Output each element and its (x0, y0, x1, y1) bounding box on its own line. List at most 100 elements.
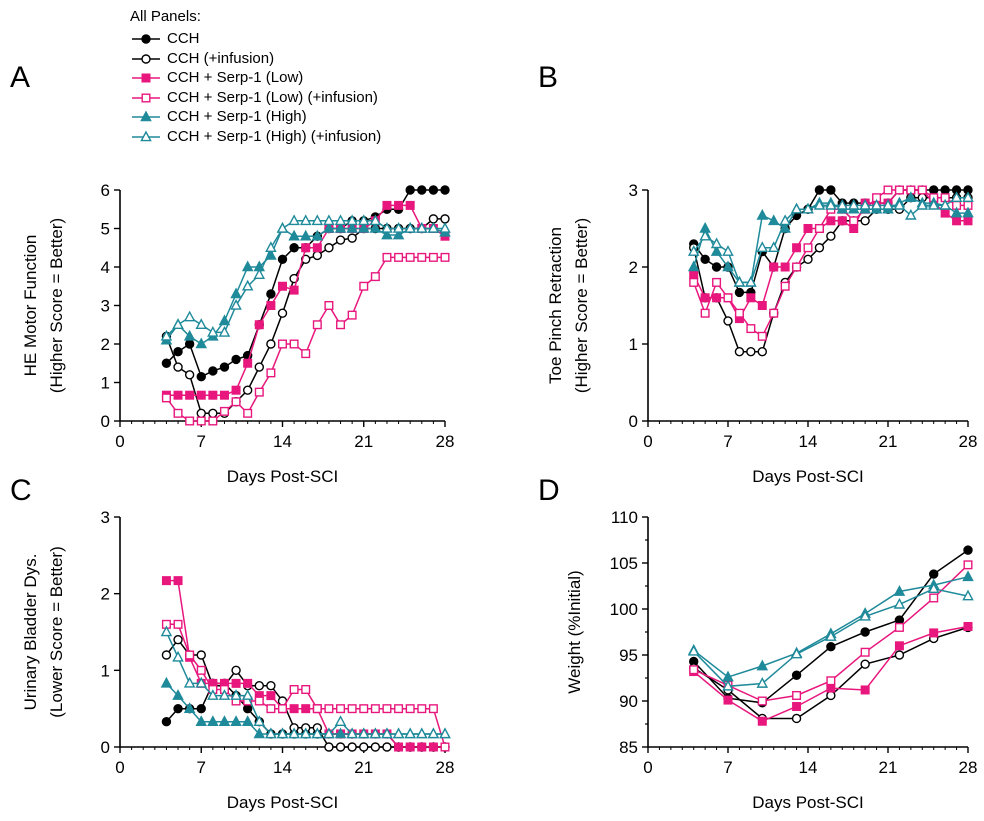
data-point (814, 243, 825, 253)
data-point (381, 727, 393, 739)
data-point (196, 372, 206, 382)
legend-entry: CCH + Serp-1 (High) (130, 107, 307, 127)
data-point (687, 245, 700, 256)
y-tick-label: 95 (619, 646, 638, 665)
data-point (940, 208, 950, 218)
data-point (347, 742, 357, 752)
data-point (173, 703, 183, 714)
data-point (184, 370, 195, 380)
legend-swatch (132, 73, 160, 83)
data-point (416, 727, 428, 739)
data-point (687, 260, 700, 272)
data-point (428, 742, 438, 752)
data-point (860, 627, 870, 637)
data-point (301, 349, 311, 359)
data-point (689, 277, 699, 287)
data-point (173, 634, 183, 645)
data-point (803, 223, 813, 233)
data-point (427, 727, 440, 739)
data-point (231, 354, 241, 365)
data-point (792, 243, 802, 253)
data-point (160, 329, 173, 341)
data-point (689, 270, 699, 280)
data-point (312, 704, 322, 714)
data-point (288, 727, 300, 739)
data-point (791, 670, 802, 680)
legend: All Panels: CCH CCH (+infusion) CCH + Serp… (130, 8, 381, 146)
data-point (722, 679, 734, 691)
data-point (962, 589, 974, 601)
data-point (266, 301, 276, 311)
data-point (962, 570, 974, 582)
panel-d: D 85 90 95 100 105 110 0 7 14 21 28 Days Post-SCI Wei… (538, 474, 977, 812)
data-point (173, 347, 183, 357)
data-point (963, 560, 973, 570)
data-point (746, 293, 756, 303)
x-tick-label: 14 (799, 758, 818, 777)
data-point (254, 320, 264, 330)
data-point (757, 696, 767, 706)
data-point (860, 685, 870, 695)
data-point (427, 222, 440, 233)
y-axis-label: Urinary Bladder Dys. (21, 554, 40, 711)
x-tick-label: 0 (643, 432, 652, 451)
x-tick-label: 21 (879, 758, 898, 777)
data-point (172, 689, 184, 700)
data-point (894, 615, 905, 625)
series (689, 560, 973, 706)
data-point (734, 287, 745, 298)
data-point (382, 252, 392, 262)
data-point (311, 727, 324, 739)
data-point (230, 299, 242, 310)
data-point (207, 715, 219, 726)
y-tick-label: 4 (101, 258, 110, 277)
legend-title: All Panels: (130, 8, 201, 25)
data-point (870, 198, 883, 210)
data-point (172, 650, 184, 662)
data-point (382, 704, 392, 714)
data-point (370, 272, 380, 282)
data-point (265, 241, 277, 253)
data-point (241, 260, 254, 272)
data-point (687, 644, 700, 656)
data-point (254, 362, 264, 372)
data-point (243, 678, 253, 688)
data-point (757, 347, 767, 357)
data-point (962, 191, 974, 203)
data-point (324, 243, 334, 253)
y-axis-label: (Lower Score = Better) (47, 546, 66, 718)
data-point (208, 408, 218, 418)
y-tick-label: 110 (611, 508, 638, 527)
data-point (894, 622, 904, 632)
data-point (927, 582, 940, 594)
panel-c: C 0 1 2 3 0 7 14 21 28 Days Post-SCI Urinary Bladde… (10, 474, 454, 812)
legend-marker (140, 130, 152, 141)
y-axis-label: Toe Pinch Retraction (546, 227, 565, 384)
data-point (723, 695, 733, 705)
data-point (756, 208, 769, 220)
data-point (266, 368, 276, 378)
data-point (218, 314, 231, 326)
data-point (882, 198, 894, 210)
data-point (357, 222, 370, 233)
data-point (929, 569, 939, 579)
data-point (746, 324, 756, 334)
data-point (196, 650, 206, 660)
data-point (277, 308, 288, 318)
data-point (183, 329, 196, 341)
y-tick-label: 2 (101, 335, 110, 354)
data-point (417, 185, 427, 195)
data-point (792, 702, 802, 712)
legend-label: CCH (167, 30, 200, 47)
data-point (712, 277, 722, 287)
data-point (183, 310, 196, 322)
data-point (837, 216, 847, 226)
data-point (700, 293, 710, 303)
x-tick-label: 28 (959, 432, 978, 451)
data-point (745, 275, 757, 287)
data-point (392, 228, 405, 240)
data-point (790, 202, 803, 214)
data-point (440, 742, 450, 752)
legend-swatch (132, 53, 160, 64)
